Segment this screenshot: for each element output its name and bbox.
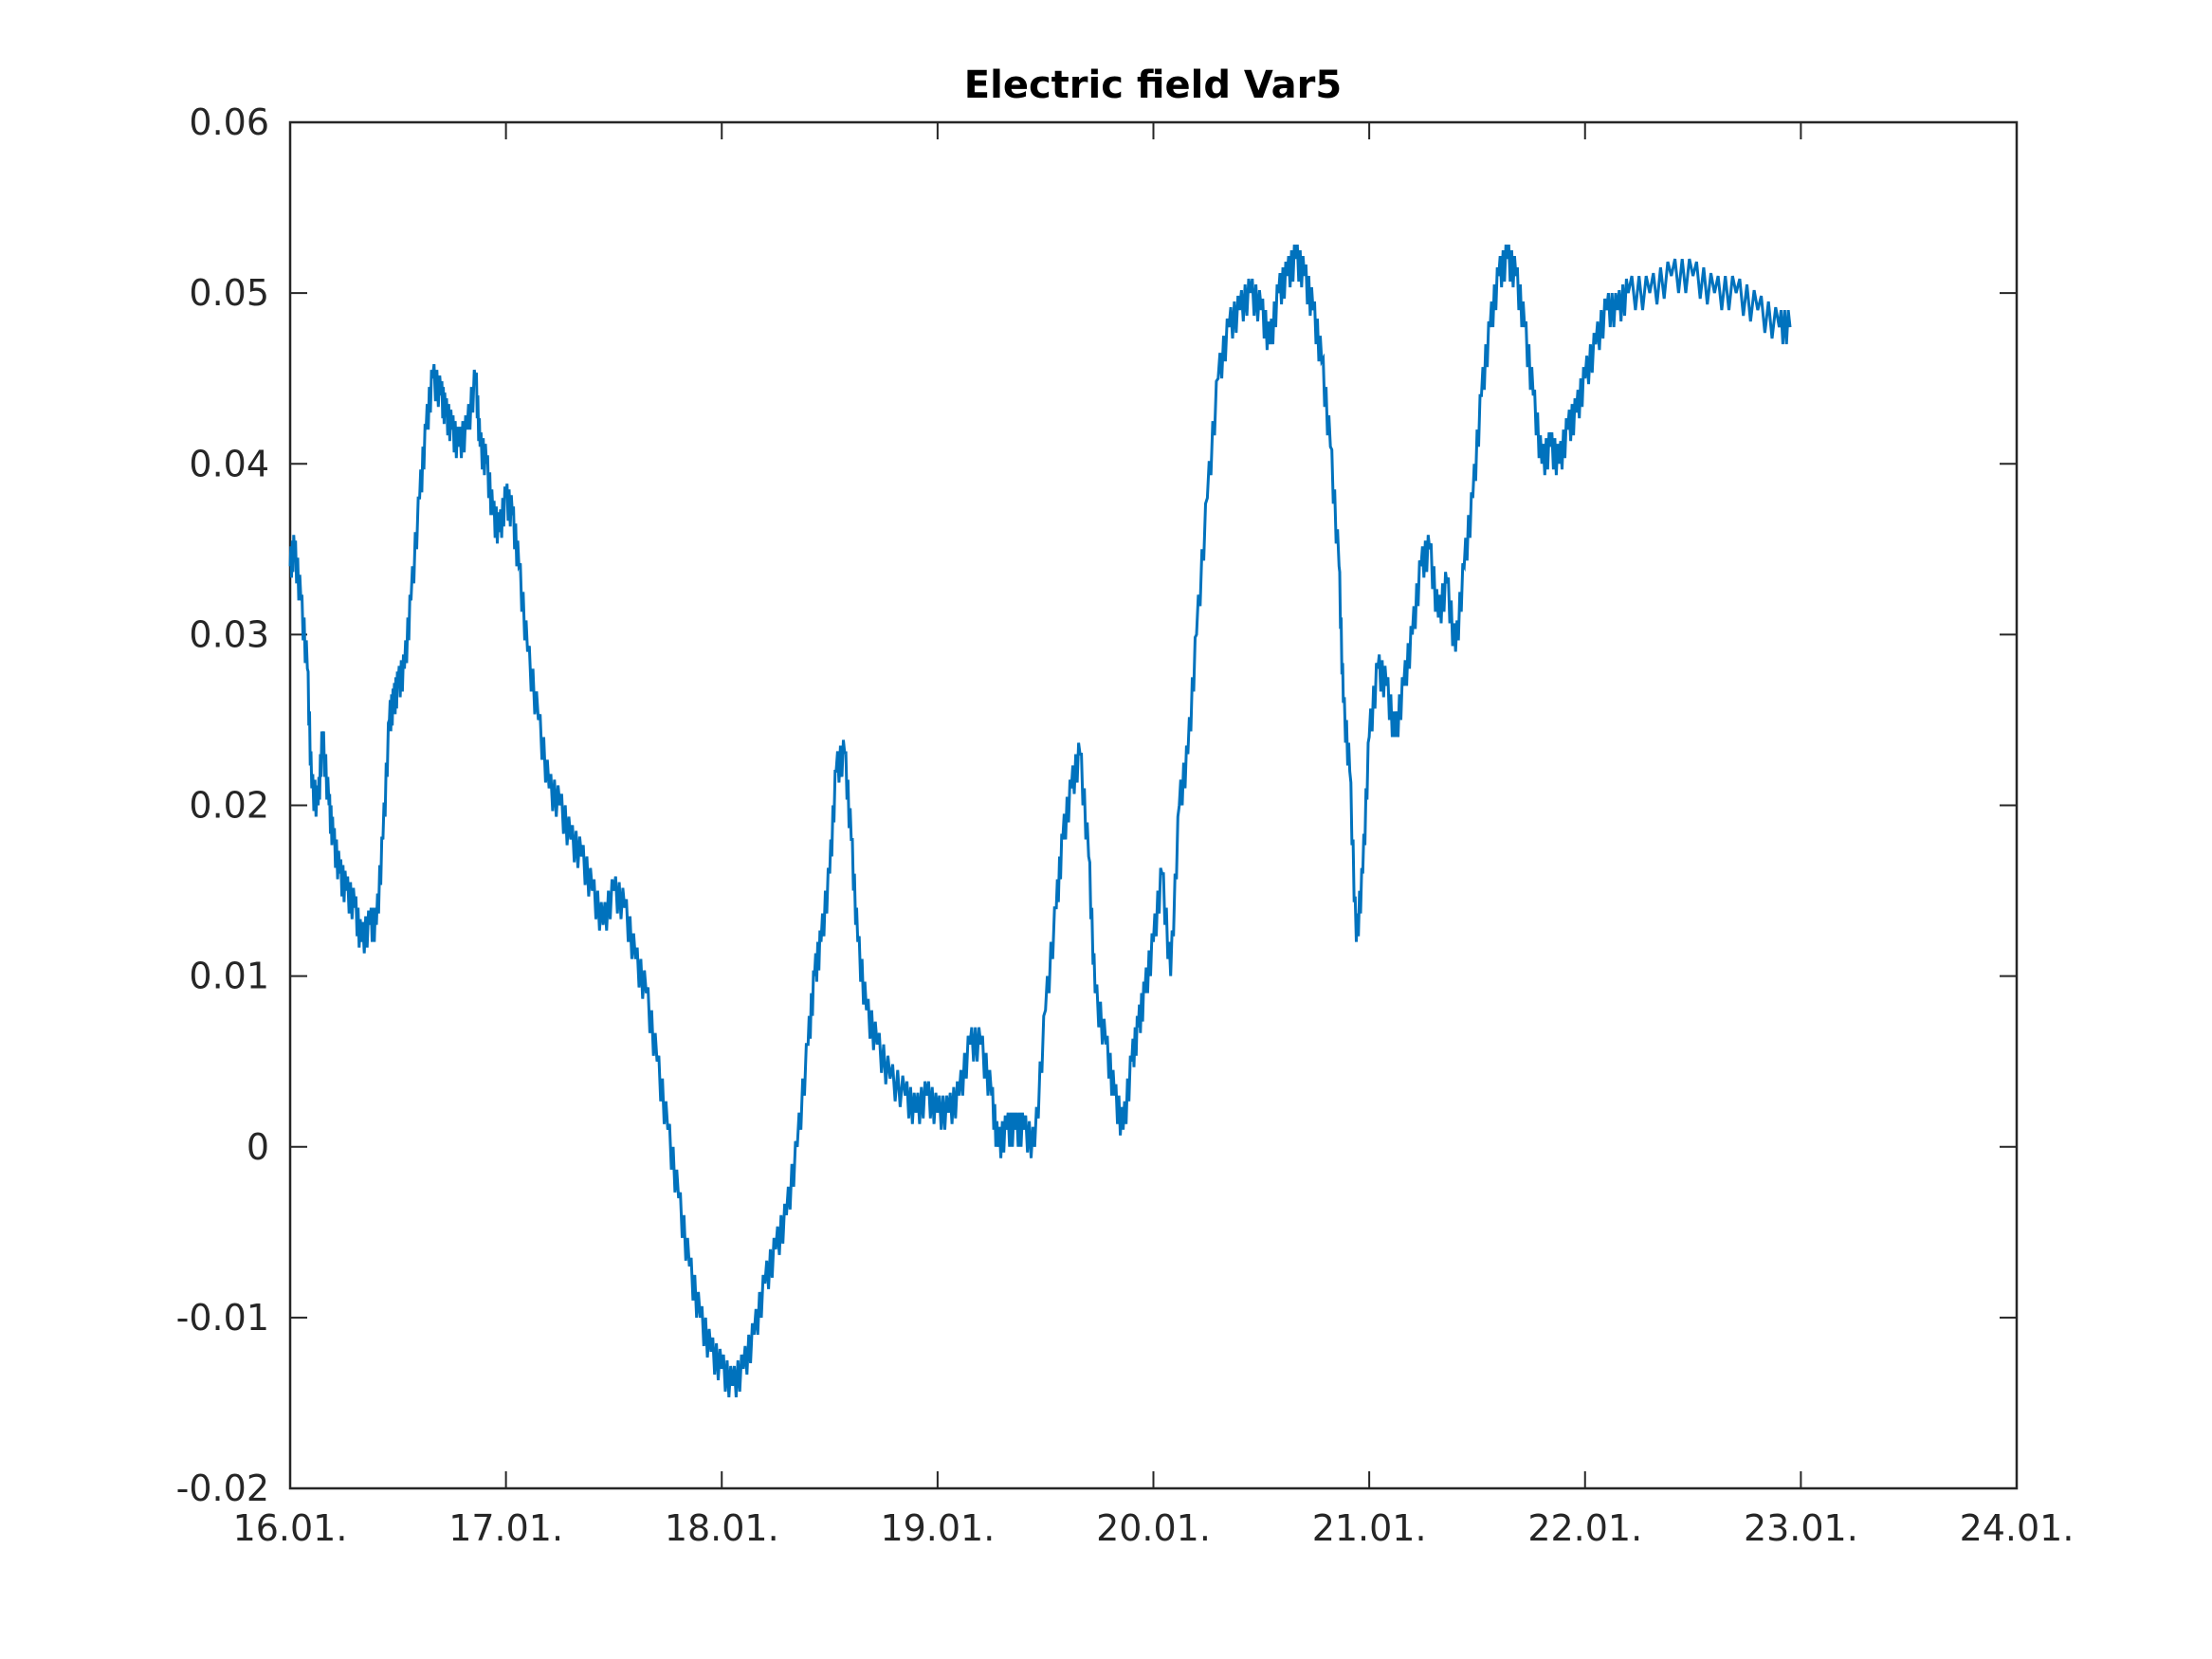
x-tick-label: 24.01.: [1960, 1507, 2075, 1549]
x-tick-label: 16.01.: [233, 1507, 348, 1549]
y-tick-label: 0: [247, 1126, 269, 1168]
x-tick-label: 17.01.: [448, 1507, 563, 1549]
y-tick-label: 0.02: [189, 785, 269, 827]
y-tick-label: 0.04: [189, 443, 269, 484]
y-tick-label: 0.03: [189, 613, 269, 655]
y-tick-label: -0.02: [176, 1468, 269, 1509]
x-axis: 16.01. 17.01. 18.01. 19.01. 20.01. 21.01. 22.0…: [233, 122, 2075, 1549]
data-series-line: [288, 244, 1792, 1397]
x-tick-label: 23.01.: [1744, 1507, 1858, 1549]
y-axis: -0.02 -0.01 0 0.01 0.02 0.03 0.04 0.05 0.06: [176, 101, 2017, 1509]
x-tick-label: 20.01.: [1096, 1507, 1211, 1549]
x-tick-label: 19.01.: [880, 1507, 995, 1549]
x-tick-label: 21.01.: [1312, 1507, 1427, 1549]
chart-title: Electric field Var5: [964, 64, 1342, 107]
plot-area: 16.01. 17.01. 18.01. 19.01. 20.01. 21.01. 22.0…: [176, 101, 2075, 1549]
x-tick-label: 18.01.: [665, 1507, 779, 1549]
y-tick-label: 0.06: [189, 101, 269, 143]
y-tick-label: -0.01: [176, 1297, 269, 1339]
x-tick-label: 22.01.: [1527, 1507, 1642, 1549]
y-tick-label: 0.05: [189, 272, 269, 314]
y-tick-label: 0.01: [189, 956, 269, 997]
